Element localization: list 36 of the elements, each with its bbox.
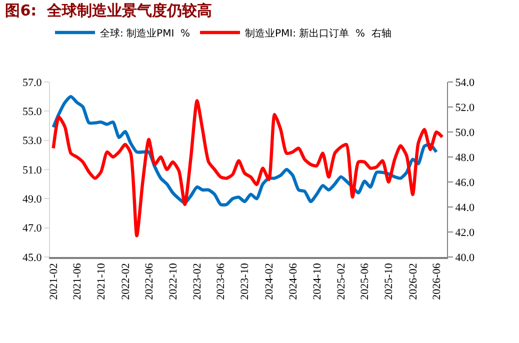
- x-tick-label: 2024-06: [287, 262, 300, 300]
- y-tick-label: 55.0: [22, 106, 42, 118]
- y2-tick-label: 50.0: [455, 126, 475, 139]
- y2-tick-label: 54.0: [455, 76, 475, 89]
- x-tick-label: 2021-06: [72, 262, 84, 300]
- y-tick-label: 57.0: [22, 76, 42, 89]
- x-tick-label: 2021-02: [48, 263, 60, 300]
- x-tick-label: 2022-06: [143, 262, 156, 300]
- y2-tick-label: 48.0: [455, 152, 475, 164]
- x-tick-label: 2025-02: [335, 263, 348, 300]
- x-tick-label: 2024-02: [263, 263, 276, 300]
- legend-label: 全球: 制造业PMI %: [100, 27, 190, 40]
- x-tick-label: 2023-02: [192, 263, 204, 300]
- y-tick-label: 45.0: [22, 252, 42, 264]
- y-tick-label: 51.0: [22, 164, 42, 176]
- x-tick-label: 2022-02: [120, 263, 132, 300]
- y2-tick-label: 40.0: [455, 252, 475, 264]
- y2-tick-label: 42.0: [455, 226, 475, 239]
- x-tick-label: 2023-06: [215, 262, 228, 300]
- x-tick-label: 2023-10: [239, 262, 252, 300]
- legend-label: 制造业PMI: 新出口订单 % 右轴: [245, 27, 392, 40]
- y-tick-label: 53.0: [22, 135, 42, 148]
- x-tick-label: 2025-06: [359, 262, 372, 300]
- x-tick-label: 2022-10: [167, 262, 180, 300]
- x-tick-label: 2021-10: [96, 262, 108, 300]
- x-tick-label: 2026-06: [430, 262, 443, 300]
- line-series: [52, 99, 444, 238]
- chart-title: 图6: 全球制造业景气度仍较高: [5, 2, 212, 20]
- x-tick-label: 2024-10: [311, 262, 324, 300]
- y2-tick-label: 52.0: [455, 102, 475, 114]
- y-tick-label: 47.0: [22, 222, 42, 235]
- x-tick-label: 2025-10: [383, 262, 396, 300]
- y2-tick-label: 46.0: [455, 176, 475, 189]
- y-tick-label: 49.0: [22, 194, 42, 206]
- y2-tick-label: 44.0: [455, 202, 475, 214]
- x-tick-label: 2026-02: [407, 263, 420, 300]
